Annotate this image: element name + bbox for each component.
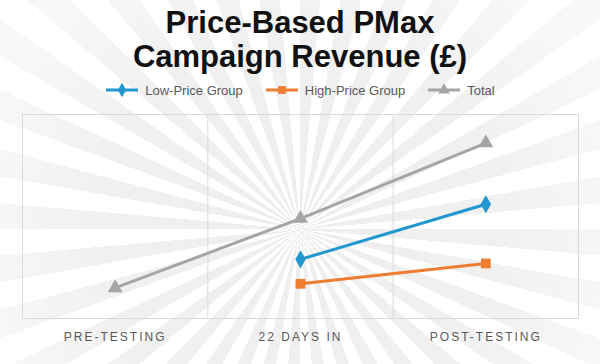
html-text:Price-Based PMax Campaign Reve: Price-Based PMax Campaign Revenue (£) [132, 5, 468, 74]
html-text:Low-Price Group: Low-Price Group [145, 82, 243, 98]
html-text:Total: Total [467, 82, 495, 98]
svg-text:22 DAYS IN: 22 DAYS IN [259, 330, 343, 344]
svg-text:POST-TESTING: POST-TESTING [430, 330, 542, 344]
svg-text:PRE-TESTING: PRE-TESTING [64, 330, 167, 344]
html-text:High-Price Group: High-Price Group [304, 82, 406, 98]
